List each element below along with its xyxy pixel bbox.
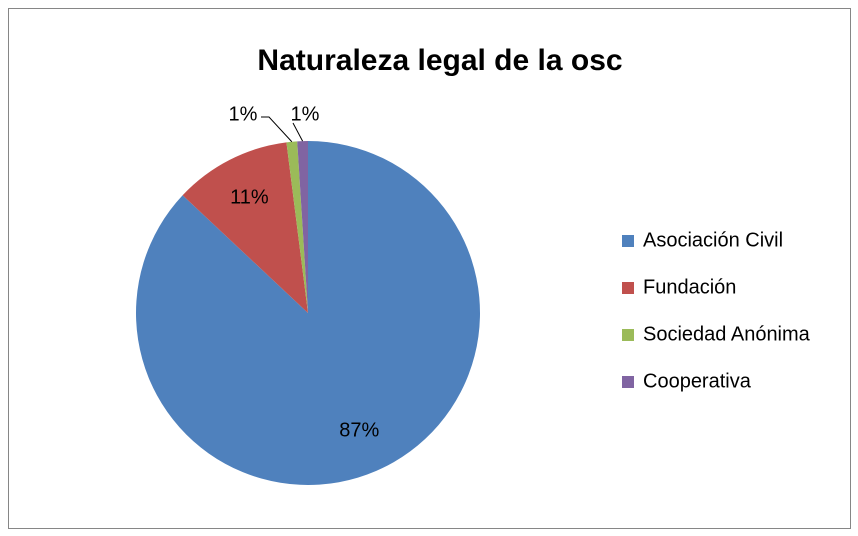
data-label: 11%: [230, 186, 269, 208]
legend-swatch: [622, 235, 634, 247]
legend-label: Asociación Civil: [643, 229, 783, 251]
legend-swatch: [622, 329, 634, 341]
pie-slice: [297, 141, 308, 313]
data-label: 1%: [291, 103, 320, 125]
leader-line: [261, 116, 293, 143]
leader-line: [292, 122, 304, 142]
legend-swatch: [622, 376, 634, 388]
pie-slice: [182, 142, 308, 313]
chart-title: Naturaleza legal de la osc: [257, 44, 622, 77]
data-label: 1%: [229, 103, 258, 125]
legend-label: Fundación: [643, 276, 736, 298]
data-label: 87%: [339, 420, 379, 442]
legend-label: Cooperativa: [643, 370, 752, 392]
pie-slice: [286, 141, 308, 313]
legend-swatch: [622, 282, 634, 294]
legend-label: Sociedad Anónima: [643, 323, 811, 345]
